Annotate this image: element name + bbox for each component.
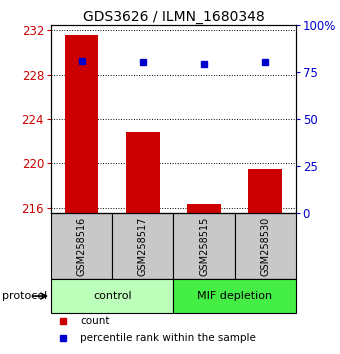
Bar	[65, 35, 99, 213]
Bar	[248, 169, 282, 213]
Text: GSM258517: GSM258517	[138, 216, 148, 276]
Text: protocol: protocol	[2, 291, 51, 301]
Text: control: control	[93, 291, 132, 301]
Text: GSM258515: GSM258515	[199, 216, 209, 276]
Bar	[126, 132, 160, 213]
Text: GSM258516: GSM258516	[76, 217, 87, 276]
Bar	[173, 213, 235, 279]
Text: GSM258530: GSM258530	[260, 217, 270, 276]
Bar	[173, 279, 296, 313]
Bar	[51, 213, 112, 279]
Text: count: count	[80, 316, 110, 326]
Title: GDS3626 / ILMN_1680348: GDS3626 / ILMN_1680348	[83, 10, 264, 24]
Bar	[112, 213, 173, 279]
Text: percentile rank within the sample: percentile rank within the sample	[80, 333, 256, 343]
Bar	[51, 279, 173, 313]
Text: MIF depletion: MIF depletion	[197, 291, 272, 301]
Bar	[187, 204, 221, 213]
Bar	[235, 213, 296, 279]
